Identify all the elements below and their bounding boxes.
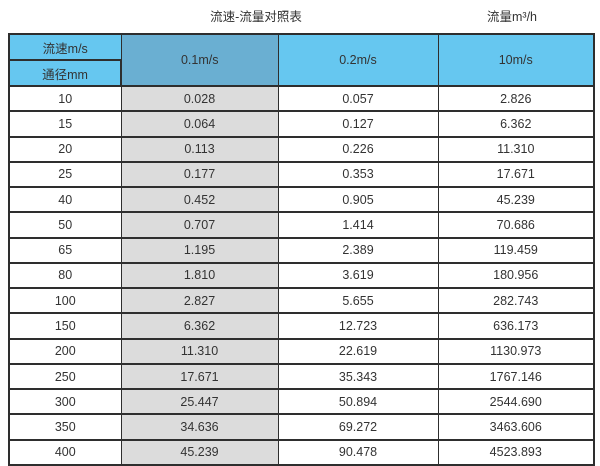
flow-10ms-cell: 17.671 [437, 160, 595, 189]
flow-10ms-cell: 2544.690 [437, 388, 595, 416]
diameter-cell: 250 [8, 362, 122, 391]
flow-0.2ms-cell: 22.619 [277, 337, 439, 365]
flow-10ms-cell: 70.686 [437, 211, 595, 239]
flow-0.1ms-cell: 0.113 [120, 135, 279, 163]
flow-0.2ms-cell: 0.127 [277, 110, 439, 138]
diameter-cell: 200 [8, 337, 122, 365]
flow-0.1ms-cell: 2.827 [120, 287, 279, 315]
table-title: 流速-流量对照表 [210, 10, 302, 24]
flow-0.1ms-cell: 6.362 [120, 312, 279, 340]
diameter-cell: 400 [8, 438, 122, 466]
table-row: 100 2.827 5.655 282.743 [8, 287, 595, 315]
flow-0.1ms-cell: 0.452 [120, 186, 279, 214]
header-col-10ms: 10m/s [437, 33, 595, 87]
diameter-cell: 150 [8, 312, 122, 340]
flow-10ms-cell: 45.239 [437, 186, 595, 214]
flow-0.2ms-cell: 0.905 [277, 186, 439, 214]
flow-10ms-cell: 119.459 [437, 236, 595, 264]
table-row: 20 0.113 0.226 11.310 [8, 135, 595, 163]
diameter-cell: 40 [8, 186, 122, 214]
flow-0.1ms-cell: 0.064 [120, 110, 279, 138]
flow-10ms-cell: 1767.146 [437, 362, 595, 391]
flow-10ms-cell: 282.743 [437, 287, 595, 315]
diameter-cell: 25 [8, 160, 122, 189]
flow-0.1ms-cell: 17.671 [120, 362, 279, 391]
diameter-cell: 20 [8, 135, 122, 163]
table-row: 40 0.452 0.905 45.239 [8, 186, 595, 214]
flow-0.2ms-cell: 50.894 [277, 388, 439, 416]
table-header: 流速m/s 0.1m/s 0.2m/s 10m/s 通径mm [8, 33, 595, 87]
flow-0.1ms-cell: 0.028 [120, 84, 279, 113]
table-row: 15 0.064 0.127 6.362 [8, 110, 595, 138]
flow-0.1ms-cell: 0.177 [120, 160, 279, 189]
flow-0.1ms-cell: 0.707 [120, 211, 279, 239]
flow-0.2ms-cell: 12.723 [277, 312, 439, 340]
header-diameter-label: 通径mm [8, 59, 122, 87]
header-col-0.1ms: 0.1m/s [120, 33, 279, 87]
table-row: 10 0.028 0.057 2.826 [8, 84, 595, 113]
table-row: 150 6.362 12.723 636.173 [8, 312, 595, 340]
diameter-cell: 100 [8, 287, 122, 315]
flow-0.2ms-cell: 3.619 [277, 261, 439, 290]
table-row: 200 11.310 22.619 1130.973 [8, 337, 595, 365]
flow-0.2ms-cell: 2.389 [277, 236, 439, 264]
table-row: 65 1.195 2.389 119.459 [8, 236, 595, 264]
table-row: 250 17.671 35.343 1767.146 [8, 362, 595, 391]
flow-0.2ms-cell: 0.057 [277, 84, 439, 113]
diameter-cell: 65 [8, 236, 122, 264]
flow-0.2ms-cell: 0.353 [277, 160, 439, 189]
diameter-cell: 350 [8, 413, 122, 441]
flow-10ms-cell: 636.173 [437, 312, 595, 340]
flow-10ms-cell: 6.362 [437, 110, 595, 138]
table-row: 25 0.177 0.353 17.671 [8, 160, 595, 189]
flow-unit-label: 流量m³/h [487, 10, 538, 24]
table-body: 10 0.028 0.057 2.826 15 0.064 0.127 6.36… [8, 84, 595, 466]
flow-0.1ms-cell: 34.636 [120, 413, 279, 441]
table-row: 50 0.707 1.414 70.686 [8, 211, 595, 239]
diameter-cell: 300 [8, 388, 122, 416]
flow-0.2ms-cell: 90.478 [277, 438, 439, 466]
table-row: 400 45.239 90.478 4523.893 [8, 438, 595, 466]
header-velocity-label: 流速m/s [8, 33, 122, 61]
flow-0.2ms-cell: 1.414 [277, 211, 439, 239]
table-row: 300 25.447 50.894 2544.690 [8, 388, 595, 416]
flow-0.2ms-cell: 69.272 [277, 413, 439, 441]
flow-0.1ms-cell: 45.239 [120, 438, 279, 466]
flow-conversion-table: 流速m/s 0.1m/s 0.2m/s 10m/s 通径mm 10 0.028 … [8, 33, 595, 466]
diameter-cell: 80 [8, 261, 122, 290]
table-row: 350 34.636 69.272 3463.606 [8, 413, 595, 441]
flow-0.2ms-cell: 35.343 [277, 362, 439, 391]
flow-0.1ms-cell: 1.195 [120, 236, 279, 264]
flow-10ms-cell: 1130.973 [437, 337, 595, 365]
flow-0.1ms-cell: 11.310 [120, 337, 279, 365]
flow-0.2ms-cell: 5.655 [277, 287, 439, 315]
flow-10ms-cell: 2.826 [437, 84, 595, 113]
flow-10ms-cell: 11.310 [437, 135, 595, 163]
flow-10ms-cell: 180.956 [437, 261, 595, 290]
diameter-cell: 15 [8, 110, 122, 138]
diameter-cell: 10 [8, 84, 122, 113]
diameter-cell: 50 [8, 211, 122, 239]
flow-10ms-cell: 3463.606 [437, 413, 595, 441]
table-row: 80 1.810 3.619 180.956 [8, 261, 595, 290]
header-col-0.2ms: 0.2m/s [277, 33, 439, 87]
flow-0.1ms-cell: 25.447 [120, 388, 279, 416]
flow-0.1ms-cell: 1.810 [120, 261, 279, 290]
flow-0.2ms-cell: 0.226 [277, 135, 439, 163]
flow-10ms-cell: 4523.893 [437, 438, 595, 466]
